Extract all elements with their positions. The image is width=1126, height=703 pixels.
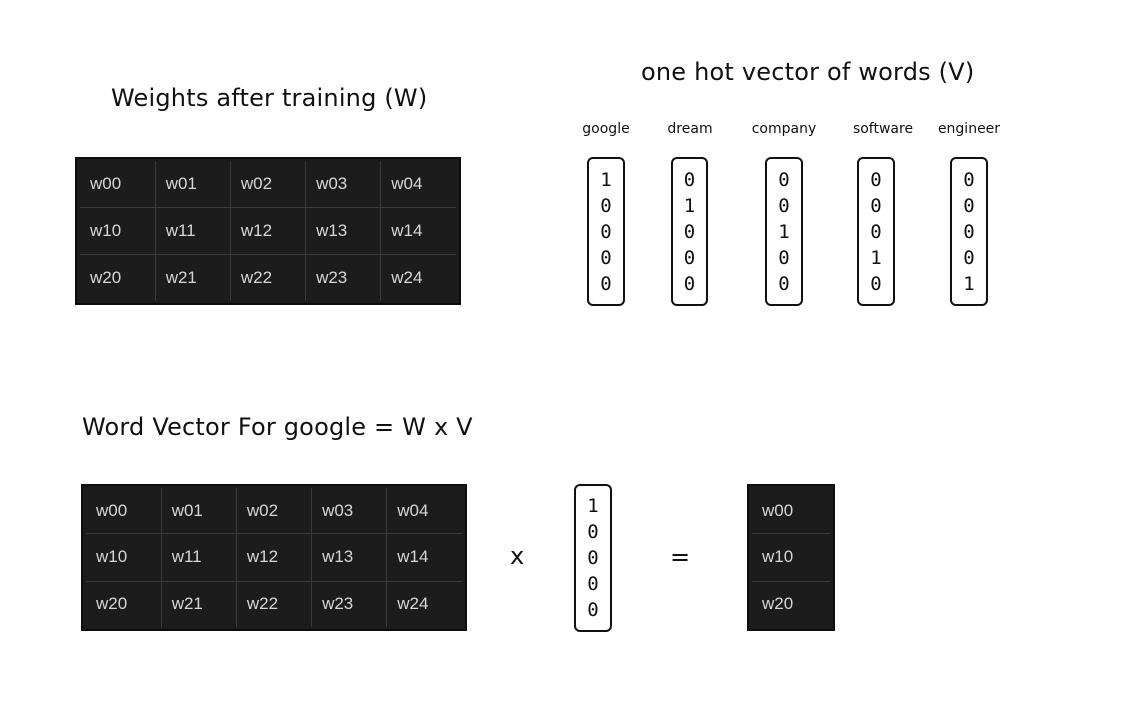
vector-value: 0 xyxy=(600,220,612,243)
result-vector: w00 w10 w20 xyxy=(747,484,835,631)
matrix-cell: w14 xyxy=(386,533,462,582)
matrix-row: w20 w21 w22 w23 w24 xyxy=(86,580,462,627)
vector-value: 1 xyxy=(587,495,599,517)
matrix-cell: w20 xyxy=(80,254,156,301)
matrix-cell: w01 xyxy=(154,161,231,208)
matrix-cell: w00 xyxy=(86,488,162,535)
weights-matrix: w00 w01 w02 w03 w04 w10 w11 w12 w13 w14 … xyxy=(75,157,461,305)
vector-value: 0 xyxy=(587,521,599,543)
vector-value: 0 xyxy=(963,194,975,217)
vector-value: 0 xyxy=(778,272,790,295)
onehot-vector-google: 1 0 0 0 0 xyxy=(587,157,625,306)
matrix-cell: w10 xyxy=(86,533,162,582)
matrix-row: w00 xyxy=(752,488,830,535)
vector-value: 0 xyxy=(600,194,612,217)
vector-value: 0 xyxy=(683,246,696,269)
onehot-title: one hot vector of words (V) xyxy=(641,58,975,86)
vector-value: 0 xyxy=(683,220,696,243)
vector-value: 0 xyxy=(587,547,599,569)
matrix-cell: w02 xyxy=(235,488,313,535)
vector-value: 0 xyxy=(870,272,882,295)
matrix-cell: w23 xyxy=(311,580,388,627)
matrix-row: w10 w11 w12 w13 w14 xyxy=(80,206,456,256)
onehot-vector-software: 0 0 0 1 0 xyxy=(857,157,895,306)
matrix-cell: w24 xyxy=(386,580,462,627)
onehot-vector-dream: 0 1 0 0 0 xyxy=(671,157,708,306)
word-label-engineer: engineer xyxy=(937,121,1001,137)
word-label-google: google xyxy=(582,121,630,137)
matrix-cell: w24 xyxy=(380,254,456,301)
matrix-cell: w20 xyxy=(86,580,162,627)
word-label-software: software xyxy=(852,121,914,137)
word-vector-title: Word Vector For google = W x V xyxy=(82,413,473,441)
vector-value: 0 xyxy=(683,168,696,191)
vector-value: 1 xyxy=(870,246,882,269)
word-label-company: company xyxy=(751,121,817,137)
matrix-cell: w02 xyxy=(229,161,307,208)
matrix-cell: w22 xyxy=(229,254,307,301)
multiply-symbol: x xyxy=(510,542,525,570)
matrix-cell: w04 xyxy=(380,161,456,208)
vector-value: 0 xyxy=(963,246,975,269)
matrix-row: w10 xyxy=(752,533,830,582)
word-label-dream: dream xyxy=(667,121,713,137)
matrix-cell: w11 xyxy=(160,533,237,582)
matrix-cell: w20 xyxy=(752,580,830,627)
matrix-cell: w13 xyxy=(311,533,388,582)
matrix-row: w00 w01 w02 w03 w04 xyxy=(80,161,456,208)
matrix-cell: w10 xyxy=(752,533,830,582)
weights-title: Weights after training (W) xyxy=(111,84,428,112)
matrix-cell: w21 xyxy=(160,580,237,627)
vector-value: 0 xyxy=(778,194,790,217)
matrix-cell: w03 xyxy=(311,488,388,535)
matrix-cell: w12 xyxy=(235,533,313,582)
onehot-vector-calculation: 1 0 0 0 0 xyxy=(574,484,612,632)
matrix-cell: w13 xyxy=(305,206,382,256)
vector-value: 1 xyxy=(963,272,975,295)
matrix-cell: w14 xyxy=(380,206,456,256)
vector-value: 0 xyxy=(683,272,696,295)
vector-value: 0 xyxy=(587,599,599,621)
vector-value: 0 xyxy=(963,168,975,191)
onehot-vector-engineer: 0 0 0 0 1 xyxy=(950,157,988,306)
vector-value: 1 xyxy=(683,194,696,217)
matrix-cell: w21 xyxy=(154,254,231,301)
matrix-cell: w23 xyxy=(305,254,382,301)
vector-value: 0 xyxy=(778,168,790,191)
vector-value: 0 xyxy=(600,246,612,269)
matrix-row: w10 w11 w12 w13 w14 xyxy=(86,533,462,582)
vector-value: 1 xyxy=(600,168,612,191)
onehot-vector-company: 0 0 1 0 0 xyxy=(765,157,803,306)
matrix-cell: w04 xyxy=(386,488,462,535)
vector-value: 0 xyxy=(870,194,882,217)
matrix-cell: w11 xyxy=(154,206,231,256)
matrix-cell: w22 xyxy=(235,580,313,627)
vector-value: 0 xyxy=(600,272,612,295)
matrix-row: w00 w01 w02 w03 w04 xyxy=(86,488,462,535)
vector-value: 0 xyxy=(587,573,599,595)
vector-value: 0 xyxy=(963,220,975,243)
matrix-cell: w03 xyxy=(305,161,382,208)
matrix-row: w20 w21 w22 w23 w24 xyxy=(80,254,456,301)
vector-value: 0 xyxy=(778,246,790,269)
matrix-cell: w12 xyxy=(229,206,307,256)
matrix-cell: w10 xyxy=(80,206,156,256)
vector-value: 1 xyxy=(778,220,790,243)
weights-matrix-calculation: w00 w01 w02 w03 w04 w10 w11 w12 w13 w14 … xyxy=(81,484,467,631)
matrix-cell: w01 xyxy=(160,488,237,535)
equals-symbol: = xyxy=(670,543,691,571)
matrix-cell: w00 xyxy=(752,488,830,535)
matrix-cell: w00 xyxy=(80,161,156,208)
vector-value: 0 xyxy=(870,168,882,191)
vector-value: 0 xyxy=(870,220,882,243)
matrix-row: w20 xyxy=(752,580,830,627)
